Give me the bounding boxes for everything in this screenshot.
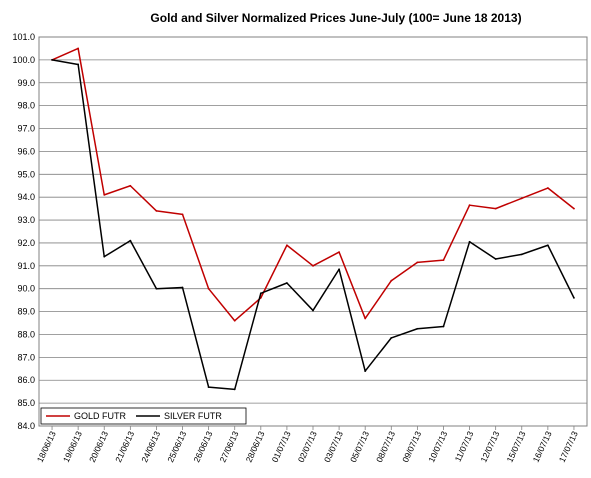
x-tick-label: 28/06/13 [244, 429, 267, 463]
y-tick-label: 95.0 [17, 169, 35, 179]
data-point [181, 286, 184, 289]
x-tick-label: 19/06/13 [61, 429, 84, 463]
data-point [468, 240, 471, 243]
chart-title: Gold and Silver Normalized Prices June-J… [150, 11, 521, 25]
x-tick-label: 11/07/13 [453, 429, 476, 463]
x-tick-label: 15/07/13 [505, 429, 528, 463]
data-point [51, 58, 53, 61]
gridlines [39, 59, 587, 404]
data-point [129, 184, 132, 187]
data-point [103, 193, 106, 196]
data-point [259, 292, 262, 295]
x-tick-label: 20/06/13 [87, 429, 110, 463]
y-tick-label: 85.0 [17, 398, 35, 408]
data-point [155, 287, 158, 290]
data-point [442, 259, 445, 262]
y-tick-label: 84.0 [17, 421, 35, 431]
data-point [77, 63, 80, 66]
x-tick-label: 05/07/13 [348, 429, 371, 463]
y-tick-label: 90.0 [17, 284, 35, 294]
data-point [364, 370, 367, 372]
y-tick-label: 101.0 [12, 32, 35, 42]
data-point [338, 251, 340, 253]
x-tick-label: 08/07/13 [374, 429, 397, 463]
plot-area [38, 36, 588, 427]
data-point [129, 239, 132, 242]
data-point [233, 388, 236, 391]
x-tick-label: 01/07/13 [270, 429, 293, 463]
data-point [181, 213, 184, 216]
data-point [312, 264, 314, 267]
data-point [520, 253, 523, 256]
data-point [286, 282, 288, 284]
y-tick-label: 91.0 [17, 261, 35, 271]
data-point [494, 207, 497, 210]
data-point [338, 268, 340, 271]
data-point [416, 261, 419, 264]
legend-label: GOLD FUTR [74, 411, 127, 421]
y-tick-label: 94.0 [17, 192, 35, 202]
y-tick-label: 97.0 [17, 124, 35, 134]
y-tick-label: 86.0 [17, 375, 35, 385]
y-tick-label: 100.0 [12, 55, 35, 65]
data-point [416, 327, 419, 330]
data-point [312, 309, 314, 312]
x-tick-label: 03/07/13 [322, 429, 345, 463]
data-point [468, 204, 471, 207]
x-tick-label: 17/07/13 [557, 429, 580, 463]
data-point [390, 279, 393, 282]
y-tick-label: 87.0 [17, 352, 35, 362]
x-tick-label: 09/07/13 [400, 429, 423, 463]
x-axis-ticks: 18/06/13 19/06/13 20/06/13 21/06/13 24/06/13… [35, 426, 580, 464]
x-tick-label: 18/06/13 [35, 429, 58, 463]
data-point [520, 197, 523, 200]
data-point [573, 207, 575, 210]
data-point [546, 187, 549, 189]
data-point [103, 255, 106, 258]
y-tick-label: 98.0 [17, 101, 35, 111]
data-point [546, 244, 549, 247]
x-tick-label: 26/06/13 [191, 429, 214, 463]
x-tick-label: 16/07/13 [531, 429, 554, 463]
y-tick-label: 88.0 [17, 329, 35, 339]
x-tick-label: 25/06/13 [165, 429, 188, 463]
data-point [207, 386, 210, 388]
y-tick-label: 96.0 [17, 146, 35, 156]
y-tick-label: 99.0 [17, 78, 35, 88]
data-point [207, 287, 210, 290]
y-tick-label: 93.0 [17, 215, 35, 225]
x-tick-label: 10/07/13 [426, 429, 449, 463]
x-tick-label: 24/06/13 [139, 429, 162, 463]
x-tick-label: 21/06/13 [113, 429, 136, 463]
data-point [390, 337, 393, 339]
data-point [77, 47, 80, 50]
y-axis-ticks: 84.0 85.0 86.0 87.0 88.0 89.0 90.0 91.0 92.0 93.0… [12, 32, 35, 431]
data-point [364, 317, 367, 320]
y-tick-label: 89.0 [17, 307, 35, 317]
x-tick-label: 12/07/13 [478, 429, 501, 463]
series-lines [51, 47, 575, 391]
legend: GOLD FUTR SILVER FUTR [40, 407, 247, 425]
y-tick-label: 92.0 [17, 238, 35, 248]
data-point [573, 296, 575, 299]
x-tick-label: 27/06/13 [217, 429, 240, 463]
x-tick-label: 02/07/13 [296, 429, 319, 463]
legend-label: SILVER FUTR [164, 411, 222, 421]
data-point [494, 258, 497, 260]
data-point [286, 244, 288, 247]
data-point [442, 325, 445, 328]
data-point [233, 319, 236, 322]
data-point [155, 210, 158, 212]
